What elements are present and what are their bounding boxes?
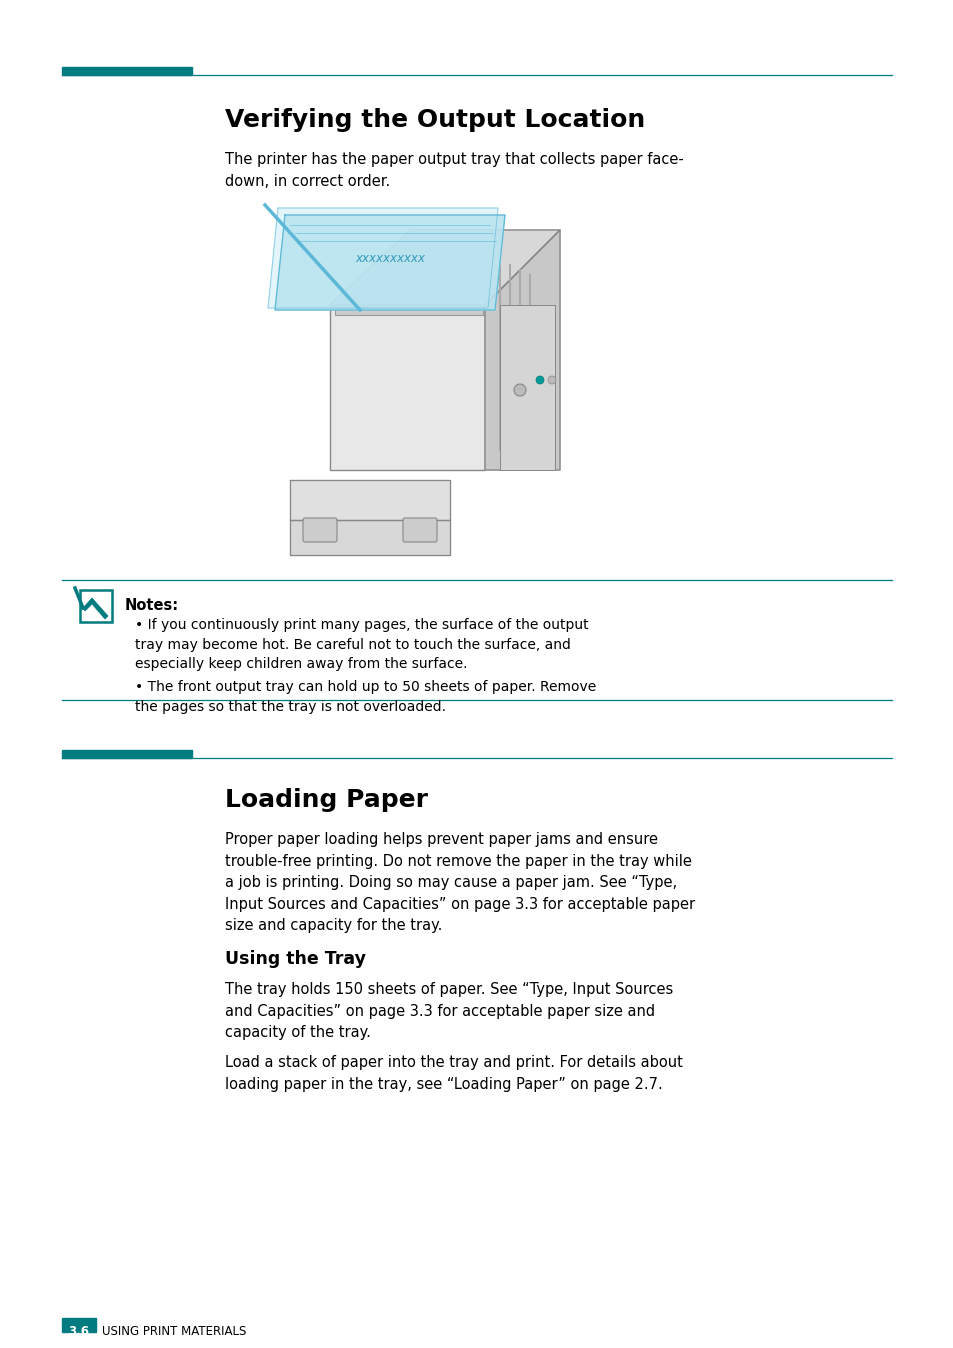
Polygon shape <box>330 231 559 305</box>
FancyBboxPatch shape <box>499 305 555 470</box>
Text: Load a stack of paper into the tray and print. For details about
loading paper i: Load a stack of paper into the tray and … <box>225 1055 682 1092</box>
Text: Using the Tray: Using the Tray <box>225 950 366 968</box>
Bar <box>62 1318 96 1332</box>
Polygon shape <box>274 214 504 310</box>
Circle shape <box>547 376 556 384</box>
Bar <box>62 67 192 75</box>
Text: Proper paper loading helps prevent paper jams and ensure
trouble-free printing. : Proper paper loading helps prevent paper… <box>225 832 695 933</box>
Text: Notes:: Notes: <box>125 599 179 613</box>
Text: xxxxxxxxxx: xxxxxxxxxx <box>355 252 424 264</box>
Text: Loading Paper: Loading Paper <box>225 789 428 811</box>
Bar <box>62 749 192 758</box>
Text: • If you continuously print many pages, the surface of the output
tray may becom: • If you continuously print many pages, … <box>135 617 588 671</box>
Polygon shape <box>290 520 450 555</box>
FancyBboxPatch shape <box>402 518 436 542</box>
Polygon shape <box>83 599 108 619</box>
Text: 3.6: 3.6 <box>69 1325 90 1339</box>
Text: USING PRINT MATERIALS: USING PRINT MATERIALS <box>102 1325 246 1339</box>
Bar <box>80 590 112 621</box>
Text: The printer has the paper output tray that collects paper face-
down, in correct: The printer has the paper output tray th… <box>225 152 683 189</box>
Text: The tray holds 150 sheets of paper. See “Type, Input Sources
and Capacities” on : The tray holds 150 sheets of paper. See … <box>225 981 673 1041</box>
Circle shape <box>514 384 525 396</box>
Polygon shape <box>484 231 559 470</box>
FancyBboxPatch shape <box>330 305 484 470</box>
FancyBboxPatch shape <box>303 518 336 542</box>
FancyBboxPatch shape <box>335 307 482 315</box>
Circle shape <box>536 376 543 384</box>
Polygon shape <box>290 480 450 520</box>
Polygon shape <box>268 208 497 307</box>
Text: Verifying the Output Location: Verifying the Output Location <box>225 108 644 132</box>
Text: • The front output tray can hold up to 50 sheets of paper. Remove
the pages so t: • The front output tray can hold up to 5… <box>135 679 596 713</box>
